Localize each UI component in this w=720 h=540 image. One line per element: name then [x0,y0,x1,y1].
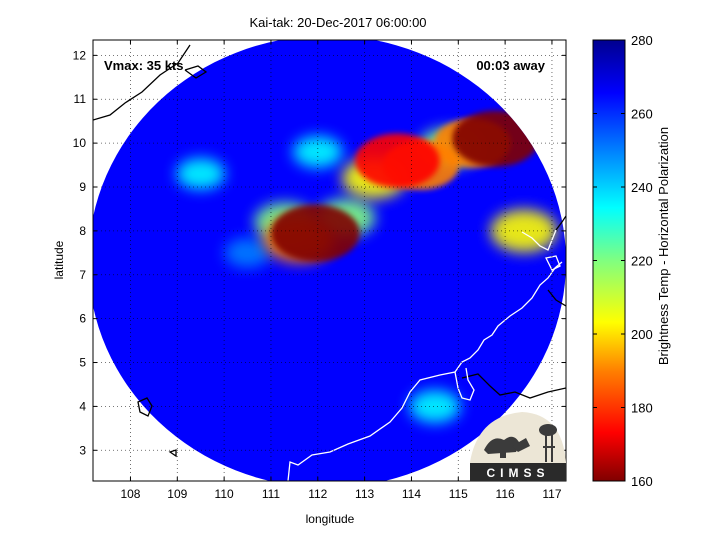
x-tick-label-7: 115 [449,487,468,501]
y-ticks: 3 4 5 6 7 8 9 10 11 12 [73,48,566,457]
y-tick-label-8: 11 [74,92,87,106]
logo-text: CIMSS [486,466,549,480]
feature-layer [176,110,558,423]
x-tick-label-2: 110 [215,487,234,501]
vmax-annotation: Vmax: 35 kts [104,58,184,73]
cb-tick-label-3: 220 [631,254,653,269]
x-tick-label-0: 108 [120,487,140,501]
feature-12 [355,133,440,188]
y-tick-label-3: 6 [79,312,86,326]
y-tick-label-9: 12 [73,48,87,62]
y-tick-label-0: 3 [79,443,86,457]
coastline-northwest [93,44,191,121]
coastline-northeast-land [555,215,566,231]
colorbar-label: Brightness Temp - Horizontal Polarizatio… [656,127,671,365]
coastline-east-island [545,255,561,271]
y-tick-label-6: 9 [79,180,86,194]
logo-band [470,463,566,481]
swath-disc [93,40,566,481]
x-tick-label-9: 117 [542,487,561,501]
coastline-island-small [168,449,177,458]
coastline-east-land [547,289,566,307]
gridlines [93,40,566,481]
cb-tick-label-6: 280 [631,33,653,48]
x-tick-label-1: 109 [167,487,187,501]
chart-title: Kai-tak: 20-Dec-2017 06:00:00 [249,15,426,30]
coastline-borneo-land [461,373,566,399]
feature-0 [224,238,271,268]
y-axis-label: latitude [52,240,66,279]
feature-14 [271,204,360,262]
colorbar [592,39,626,482]
y-tick-label-4: 7 [79,268,86,282]
coastline-northwest-small [184,65,208,79]
x-tick-label-4: 112 [308,487,327,501]
cb-tick-label-1: 180 [631,401,653,416]
observatory-icon [484,424,557,462]
colorbar-ticks: 160 180 200 220 240 260 280 [593,33,653,489]
cb-tick-label-2: 200 [631,327,653,342]
feature-8 [490,209,558,253]
x-tick-label-6: 114 [402,487,421,501]
y-tick-label-2: 5 [79,356,86,370]
time-away-annotation: 00:03 away [476,58,545,73]
y-tick-label-5: 8 [79,224,86,238]
x-axis-label: longitude [306,512,355,526]
swath-layer [93,40,566,481]
x-tick-label-5: 113 [355,487,374,501]
cb-tick-label-4: 240 [631,180,653,195]
y-tick-label-1: 4 [79,399,86,413]
feature-3 [409,389,461,423]
feature-1 [176,158,225,190]
axes-frame [92,39,567,482]
cimss-logo: CIMSS [470,412,566,481]
feature-2 [293,135,343,168]
coastline-northeast [521,229,557,251]
x-ticks: 108 109 110 111 112 113 114 115 116 117 [120,40,562,501]
coastline-island-west [137,397,153,417]
cb-tick-label-5: 260 [631,107,653,122]
x-tick-label-8: 116 [496,487,515,501]
x-tick-label-3: 111 [262,487,281,501]
cb-tick-label-0: 160 [631,474,653,489]
y-tick-label-7: 10 [73,136,87,150]
